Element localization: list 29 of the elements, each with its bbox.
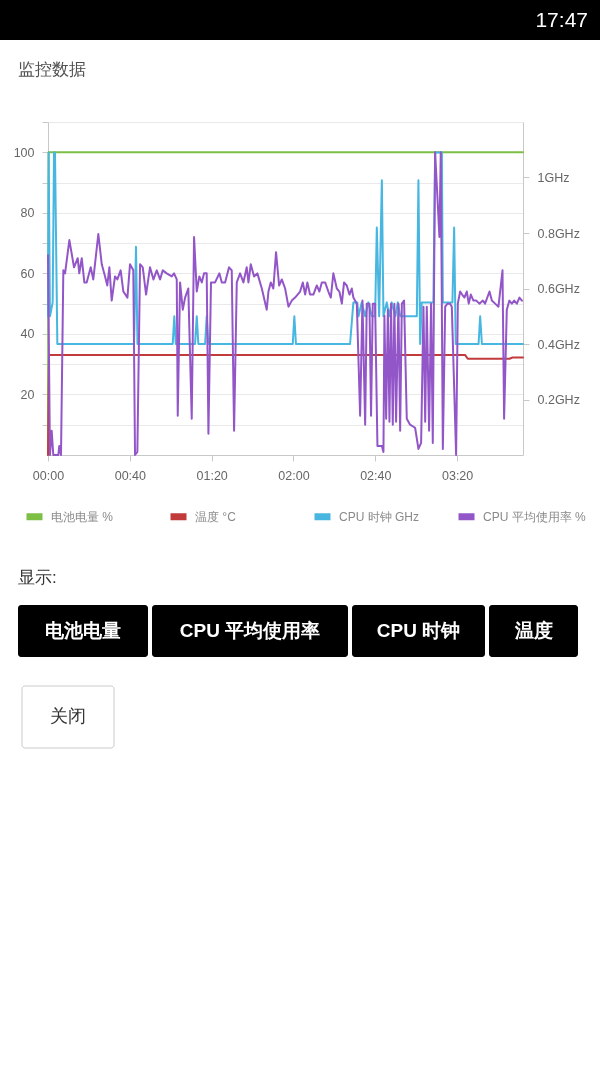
text: CPU 时钟 <box>376 620 461 641</box>
y-tick-label: 20 <box>20 387 35 402</box>
text: 电池电量 <box>45 620 121 641</box>
y2-tick-label: 0.2GHz <box>537 393 580 407</box>
text: CPU 平均使用率 <box>179 620 321 641</box>
x-tick-label: 03:20 <box>441 468 474 483</box>
x-tick-label: 00:00 <box>32 468 65 483</box>
legend-label: CPU 平均使用率 % <box>483 509 586 524</box>
legend-label: 电池电量 % <box>51 509 114 524</box>
y2-tick-label: 0.8GHz <box>537 226 580 241</box>
line-series <box>47 151 524 345</box>
y-tick-label: 80 <box>20 206 35 221</box>
y-tick-label: 60 <box>20 266 35 281</box>
y2-tick-label: 0.4GHz <box>537 337 580 352</box>
legend-label: 温度 °C <box>195 509 237 524</box>
y-tick-label: 100 <box>13 145 35 160</box>
legend-label: CPU 时钟 GHz <box>339 509 420 524</box>
text: 显示: <box>18 568 57 587</box>
x-tick-label: 02:00 <box>278 468 310 483</box>
text: 17:47 <box>535 8 588 31</box>
y-tick-label: 40 <box>20 327 35 342</box>
y2-tick-label: 0.6GHz <box>537 282 580 296</box>
x-tick-label: 02:40 <box>360 468 392 483</box>
chart-title: 监控数据 <box>18 60 86 79</box>
text: 关闭 <box>50 706 86 726</box>
x-tick-label: 01:20 <box>196 468 228 483</box>
text: 温度 <box>513 620 553 641</box>
x-tick-label: 00:40 <box>114 468 147 483</box>
y2-tick-label: 1GHz <box>537 171 570 185</box>
